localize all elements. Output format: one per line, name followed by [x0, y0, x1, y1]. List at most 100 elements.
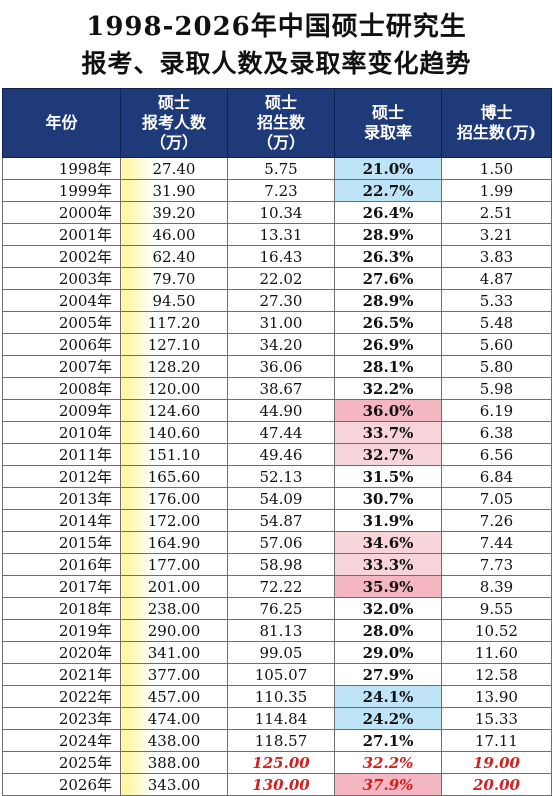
rate-cell: 24.2% — [334, 707, 442, 730]
enrolled-cell: 54.87 — [227, 509, 335, 532]
enrolled-cell: 76.25 — [227, 597, 335, 620]
enrolled-cell: 110.35 — [227, 685, 335, 708]
table-body: 1998年 27.40 5.75 21.0% 1.50 1999年 31.90 7.23 22.… — [2, 157, 552, 796]
enrolled-cell: 34.20 — [227, 333, 335, 356]
page: 1998-2026年中国硕士研究生 报考、录取人数及录取率变化趋势 年份 硕士报… — [2, 12, 552, 796]
applicants-cell: 27.40 — [120, 157, 228, 180]
rate-cell: 28.9% — [334, 289, 442, 312]
enrolled-cell: 13.31 — [227, 223, 335, 246]
phd-cell: 10.52 — [441, 619, 552, 642]
header-enrolled: 硕士 招生数 （万） — [227, 88, 335, 158]
rate-cell: 24.1% — [334, 685, 442, 708]
header-year: 年份 — [2, 88, 121, 158]
phd-cell: 17.11 — [441, 729, 552, 752]
table-row: 2005年 117.20 31.00 26.5% 5.48 — [2, 311, 552, 334]
table-row: 1998年 27.40 5.75 21.0% 1.50 — [2, 157, 552, 180]
year-cell: 2025年 — [2, 751, 121, 774]
year-cell: 2015年 — [2, 531, 121, 554]
header-applicants: 硕士 报考人数 （万） — [120, 88, 228, 158]
table-row: 2022年 457.00 110.35 24.1% 13.90 — [2, 685, 552, 708]
rate-cell: 37.9% — [334, 773, 442, 796]
applicants-cell: 46.00 — [120, 223, 228, 246]
rate-cell: 28.1% — [334, 355, 442, 378]
rate-cell: 27.1% — [334, 729, 442, 752]
enrolled-cell: 81.13 — [227, 619, 335, 642]
year-cell: 2018年 — [2, 597, 121, 620]
table-row: 2002年 62.40 16.43 26.3% 3.83 — [2, 245, 552, 268]
applicants-cell: 457.00 — [120, 685, 228, 708]
table-row: 2009年 124.60 44.90 36.0% 6.19 — [2, 399, 552, 422]
year-cell: 2003年 — [2, 267, 121, 290]
phd-cell: 13.90 — [441, 685, 552, 708]
year-cell: 2023年 — [2, 707, 121, 730]
year-cell: 2004年 — [2, 289, 121, 312]
applicants-cell: 238.00 — [120, 597, 228, 620]
rate-cell: 33.7% — [334, 421, 442, 444]
rate-cell: 26.3% — [334, 245, 442, 268]
table-row: 2026年 343.00 130.00 37.9% 20.00 — [2, 773, 552, 796]
applicants-cell: 343.00 — [120, 773, 228, 796]
applicants-cell: 120.00 — [120, 377, 228, 400]
enrolled-cell: 36.06 — [227, 355, 335, 378]
header-rate: 硕士 录取率 — [334, 88, 442, 158]
applicants-cell: 62.40 — [120, 245, 228, 268]
rate-cell: 31.5% — [334, 465, 442, 488]
year-cell: 2000年 — [2, 201, 121, 224]
applicants-cell: 172.00 — [120, 509, 228, 532]
rate-cell: 21.0% — [334, 157, 442, 180]
table-row: 2012年 165.60 52.13 31.5% 6.84 — [2, 465, 552, 488]
year-cell: 2013年 — [2, 487, 121, 510]
applicants-cell: 177.00 — [120, 553, 228, 576]
table-row: 2001年 46.00 13.31 28.9% 3.21 — [2, 223, 552, 246]
applicants-cell: 31.90 — [120, 179, 228, 202]
enrolled-cell: 130.00 — [227, 773, 335, 796]
phd-cell: 5.48 — [441, 311, 552, 334]
rate-cell: 26.4% — [334, 201, 442, 224]
applicants-cell: 176.00 — [120, 487, 228, 510]
applicants-cell: 117.20 — [120, 311, 228, 334]
enrolled-cell: 125.00 — [227, 751, 335, 774]
applicants-cell: 39.20 — [120, 201, 228, 224]
table-row: 2014年 172.00 54.87 31.9% 7.26 — [2, 509, 552, 532]
applicants-cell: 438.00 — [120, 729, 228, 752]
rate-cell: 29.0% — [334, 641, 442, 664]
phd-cell: 1.50 — [441, 157, 552, 180]
phd-cell: 3.21 — [441, 223, 552, 246]
enrolled-cell: 47.44 — [227, 421, 335, 444]
year-cell: 2008年 — [2, 377, 121, 400]
page-subtitle: 报考、录取人数及录取率变化趋势 — [81, 49, 472, 78]
rate-cell: 27.6% — [334, 267, 442, 290]
enrolled-cell: 99.05 — [227, 641, 335, 664]
year-cell: 2022年 — [2, 685, 121, 708]
enrolled-cell: 22.02 — [227, 267, 335, 290]
table-row: 2020年 341.00 99.05 29.0% 11.60 — [2, 641, 552, 664]
phd-cell: 6.84 — [441, 465, 552, 488]
rate-cell: 32.0% — [334, 597, 442, 620]
table-row: 2023年 474.00 114.84 24.2% 15.33 — [2, 707, 552, 730]
applicants-cell: 290.00 — [120, 619, 228, 642]
page-title: 1998-2026年中国硕士研究生 — [86, 12, 467, 42]
table-row: 1999年 31.90 7.23 22.7% 1.99 — [2, 179, 552, 202]
year-cell: 2026年 — [2, 773, 121, 796]
year-cell: 2014年 — [2, 509, 121, 532]
phd-cell: 6.19 — [441, 399, 552, 422]
enrolled-cell: 44.90 — [227, 399, 335, 422]
table-row: 2006年 127.10 34.20 26.9% 5.60 — [2, 333, 552, 356]
applicants-cell: 151.10 — [120, 443, 228, 466]
enrolled-cell: 58.98 — [227, 553, 335, 576]
year-cell: 2005年 — [2, 311, 121, 334]
table-row: 2021年 377.00 105.07 27.9% 12.58 — [2, 663, 552, 686]
phd-cell: 20.00 — [441, 773, 552, 796]
table-row: 2024年 438.00 118.57 27.1% 17.11 — [2, 729, 552, 752]
year-cell: 2020年 — [2, 641, 121, 664]
phd-cell: 1.99 — [441, 179, 552, 202]
phd-cell: 5.98 — [441, 377, 552, 400]
enrolled-cell: 38.67 — [227, 377, 335, 400]
phd-cell: 11.60 — [441, 641, 552, 664]
enrolled-cell: 114.84 — [227, 707, 335, 730]
applicants-cell: 388.00 — [120, 751, 228, 774]
rate-cell: 31.9% — [334, 509, 442, 532]
phd-cell: 7.26 — [441, 509, 552, 532]
applicants-cell: 377.00 — [120, 663, 228, 686]
phd-cell: 7.05 — [441, 487, 552, 510]
